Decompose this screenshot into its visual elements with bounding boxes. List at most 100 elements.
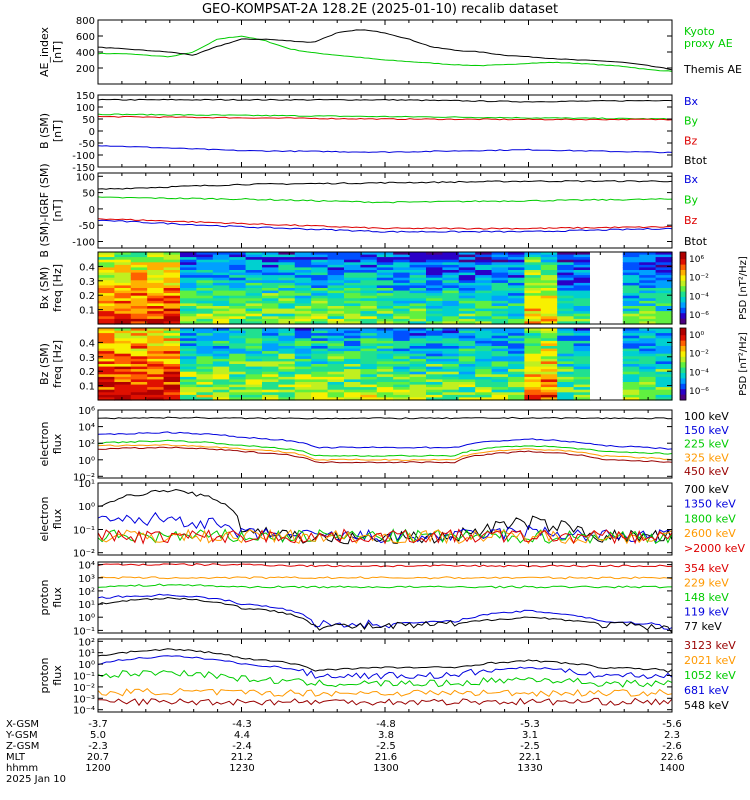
spectrogram-cell xyxy=(229,369,247,373)
spectrogram-cell xyxy=(376,379,394,383)
spectrogram-cell xyxy=(606,295,624,299)
spectrogram-cell xyxy=(376,387,394,391)
spectrogram-cell xyxy=(606,308,624,312)
colorbar-segment xyxy=(680,313,686,316)
series-line-by xyxy=(97,196,673,204)
spectrogram-cell xyxy=(360,340,378,345)
spectrogram-cell xyxy=(294,257,312,261)
spectrogram-cell xyxy=(639,384,657,388)
legend-label-3123-kev: 3123 keV xyxy=(684,639,736,652)
spectrogram-cell xyxy=(360,275,378,279)
spectrogram-cell xyxy=(557,264,575,269)
spectrogram-cell xyxy=(655,318,673,323)
spectrogram-cell xyxy=(163,358,181,363)
spectrogram-cell xyxy=(590,290,607,294)
spectrogram-cell xyxy=(573,358,591,363)
spectrogram-cell xyxy=(360,328,378,332)
spectrogram-cell xyxy=(590,264,607,269)
spectrogram-cell xyxy=(327,295,345,299)
spectrogram-cell xyxy=(475,392,493,396)
spectrogram-cell xyxy=(262,351,279,355)
spectrogram-cell xyxy=(573,300,591,305)
spectrogram-cell xyxy=(622,366,640,370)
spectrogram-cell xyxy=(426,353,443,357)
spectrogram-cell xyxy=(147,371,165,375)
colorbar-segment xyxy=(680,342,686,345)
spectrogram-cell xyxy=(639,254,657,258)
colorbar-segment xyxy=(680,382,686,385)
spectrogram-cell xyxy=(147,313,165,317)
spectrogram-cell xyxy=(98,313,115,317)
spectrogram-cell xyxy=(229,376,247,381)
colorbar-segment xyxy=(680,275,686,278)
legend-label-btot: Btot xyxy=(684,235,708,248)
spectrogram-cell xyxy=(655,280,673,284)
spectrogram-cell xyxy=(294,272,312,276)
spectrogram-cell xyxy=(360,259,378,263)
spectrogram-cell xyxy=(311,369,329,373)
spectrogram-cell xyxy=(180,366,197,370)
spectrogram-cell xyxy=(655,303,673,307)
spectrogram-cell xyxy=(590,364,607,368)
spectrogram-cell xyxy=(180,290,197,294)
y-tick-label: 10² xyxy=(78,637,95,648)
spectrogram-cell xyxy=(344,267,361,271)
spectrogram-cell xyxy=(196,303,214,307)
spectrogram-cell xyxy=(262,272,279,276)
spectrogram-cell xyxy=(475,295,493,299)
spectrogram-cell xyxy=(229,333,247,337)
spectrogram-cell xyxy=(409,259,427,263)
spectrogram-cell xyxy=(229,384,247,388)
spectrogram-cell xyxy=(147,382,165,386)
legend-label-1350-kev: 1350 keV xyxy=(684,498,736,511)
colorbar-segment xyxy=(680,385,686,388)
spectrogram-cell xyxy=(212,364,230,368)
spectrogram-cell xyxy=(524,358,542,363)
spectrogram-cell xyxy=(409,277,427,281)
spectrogram-cell xyxy=(114,382,132,386)
spectrogram-cell xyxy=(606,262,624,266)
spectrogram-cell xyxy=(376,358,394,363)
y-tick-label: 100 xyxy=(76,103,95,114)
spectrogram-cell xyxy=(130,264,148,269)
spectrogram-cell xyxy=(409,282,427,287)
spectrogram-cell xyxy=(409,333,427,337)
spectrogram-cell xyxy=(196,267,214,271)
spectrogram-cell xyxy=(491,252,509,256)
spectrogram-cell xyxy=(639,259,657,263)
spectrogram-cell xyxy=(229,272,247,276)
spectrogram-cell xyxy=(606,252,624,256)
y-axis-label: freq [Hz] xyxy=(51,264,64,312)
spectrogram-cell xyxy=(442,340,460,345)
spectrogram-cell xyxy=(393,376,411,381)
spectrogram-cell xyxy=(163,308,181,312)
spectrogram-cell xyxy=(590,285,607,289)
spectrogram-cell xyxy=(524,384,542,388)
spectrogram-cell xyxy=(590,358,607,363)
spectrogram-cell xyxy=(147,374,165,378)
spectrogram-cell xyxy=(360,346,378,350)
spectrogram-cell xyxy=(606,384,624,388)
spectrogram-cell xyxy=(196,321,214,325)
spectrogram-cell xyxy=(311,262,329,266)
spectrogram-cell xyxy=(130,335,148,339)
spectrogram-cell xyxy=(475,280,493,284)
spectrogram-cell xyxy=(245,387,263,391)
colorbar-segment xyxy=(680,396,686,399)
spectrogram-cell xyxy=(557,308,575,312)
spectrogram-cell xyxy=(475,351,493,355)
spectrogram-cell xyxy=(573,311,591,315)
spectrogram-cell xyxy=(557,394,575,399)
spectrogram-cell xyxy=(655,348,673,352)
spectrogram-cell xyxy=(557,358,575,363)
spectrogram-cell xyxy=(606,328,624,332)
spectrogram-cell xyxy=(327,285,345,289)
spectrogram-cell xyxy=(426,285,443,289)
spectrogram-cell xyxy=(245,346,263,350)
spectrogram-cell xyxy=(262,300,279,305)
spectrogram-cell xyxy=(311,313,329,317)
spectrogram-cell xyxy=(524,382,542,386)
spectrogram-cell xyxy=(196,366,214,370)
